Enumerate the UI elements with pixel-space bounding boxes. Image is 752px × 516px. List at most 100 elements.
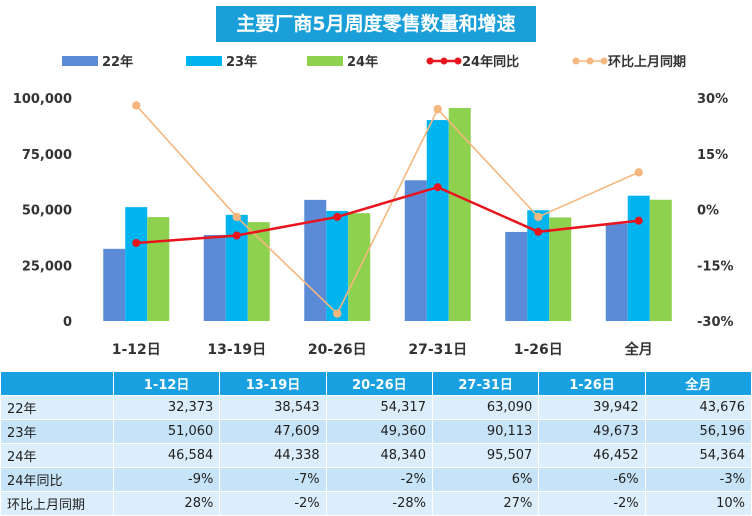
table-cell: -6% — [538, 467, 646, 492]
point-24年同比 — [232, 231, 241, 240]
bar-24年 — [649, 199, 672, 321]
table-row: 24年同比 -9% -7% -2% 6% -6% -3% — [0, 467, 752, 492]
legend-marker-24年同比 — [426, 57, 434, 65]
y-left-tick-label: 75,000 — [22, 148, 72, 163]
y-left-tick-label: 50,000 — [22, 204, 72, 219]
bar-24年 — [147, 217, 170, 321]
y-right-tick-label: 15% — [697, 148, 728, 163]
chart-canvas: 22年 23年 24年 24年同比 环比上月同期 0 25,000 50,000 75,000… — [13, 54, 734, 358]
point-24年同比 — [634, 216, 643, 225]
table-row: 环比上月同期 28% -2% -28% 27% -2% 10% — [0, 491, 752, 516]
table-cell: -7% — [219, 467, 327, 492]
table-header-cell: 27-31日 — [431, 371, 540, 396]
table-cell: -28% — [325, 491, 433, 516]
table-cell: 28% — [112, 491, 221, 516]
table-corner-cell — [0, 371, 114, 396]
legend-marker-环比上月同期 — [586, 57, 594, 65]
table-header-row: 1-12日 13-19日 20-26日 27-31日 1-26日 全月 — [0, 371, 752, 396]
legend-label: 22年 — [102, 54, 133, 70]
y-left-tick-label: 25,000 — [22, 259, 72, 274]
legend: 22年 23年 24年 24年同比 环比上月同期 — [62, 54, 686, 70]
table-cell: 49,360 — [325, 419, 433, 444]
bar-23年 — [426, 120, 449, 322]
table-cell: 6% — [431, 467, 540, 492]
point-环比上月同期 — [333, 309, 342, 318]
table-cell: 54,317 — [325, 395, 433, 420]
table-cell: 10% — [644, 491, 752, 516]
point-环比上月同期 — [534, 212, 543, 222]
legend-marker-24年同比 — [454, 57, 462, 65]
table-cell: 90,113 — [431, 419, 540, 444]
bar-22年 — [505, 231, 528, 321]
table-cell: 46,584 — [112, 443, 221, 468]
table-cell: 49,673 — [538, 419, 646, 444]
x-tick-label: 1-12日 — [112, 342, 161, 358]
bar-23年 — [225, 214, 248, 321]
legend-label: 环比上月同期 — [608, 54, 686, 70]
y-right-tick-label: 0% — [697, 204, 719, 219]
table-cell: 47,609 — [219, 419, 327, 444]
y-left-tick-label: 0 — [63, 315, 72, 330]
bar-24年 — [448, 108, 471, 322]
bar-22年 — [203, 235, 226, 321]
x-tick-label: 20-26日 — [308, 342, 367, 358]
line-24年同比 — [136, 185, 639, 245]
table-cell: -2% — [219, 491, 327, 516]
table-cell: -2% — [325, 467, 433, 492]
table-cell: -3% — [644, 467, 752, 492]
bar-23年 — [627, 195, 650, 321]
data-table: 1-12日 13-19日 20-26日 27-31日 1-26日 全月 22年 32,373… — [0, 371, 752, 516]
table-cell: 44,338 — [219, 443, 327, 468]
table-cell: 38,543 — [219, 395, 327, 420]
point-环比上月同期 — [634, 168, 643, 177]
point-24年同比 — [132, 238, 141, 247]
bar-22年 — [605, 223, 628, 321]
y-right-tick-label: -15% — [697, 259, 734, 274]
table-header-cell: 全月 — [644, 371, 752, 396]
y-axis-left: 0 25,000 50,000 75,000 100,000 — [13, 92, 72, 330]
x-axis-labels: 1-12日 13-19日 20-26日 27-31日 1-26日 全月 — [112, 341, 653, 358]
table-cell: 39,942 — [538, 395, 646, 420]
bar-22年 — [304, 199, 327, 321]
legend-marker-环比上月同期 — [572, 57, 580, 65]
bar-23年 — [527, 210, 550, 321]
legend-swatch-24年 — [307, 56, 343, 66]
table-cell: 48,340 — [325, 443, 433, 468]
table-cell: 63,090 — [431, 395, 540, 420]
table-cell: 27% — [431, 491, 540, 516]
point-24年同比 — [333, 212, 342, 221]
line-环比上月同期 — [135, 104, 640, 315]
table-cell: 43,676 — [644, 395, 752, 420]
x-tick-label: 27-31日 — [408, 342, 467, 358]
table-header-cell: 20-26日 — [325, 371, 433, 396]
y-right-tick-label: 30% — [697, 92, 728, 107]
table-header-cell: 13-19日 — [219, 371, 327, 396]
legend-label: 24年同比 — [462, 54, 519, 70]
table-body: 22年 32,373 38,543 54,317 63,090 39,942 43,676 2… — [0, 395, 752, 516]
table-cell: 54,364 — [644, 443, 752, 468]
point-环比上月同期 — [232, 212, 241, 222]
table-cell: 51,060 — [112, 419, 221, 444]
y-right-tick-label: -30% — [697, 315, 734, 330]
point-24年同比 — [534, 227, 543, 236]
legend-marker-24年同比 — [440, 57, 448, 65]
table-cell: -9% — [112, 467, 221, 492]
x-tick-label: 1-26日 — [514, 342, 563, 358]
legend-label: 23年 — [226, 54, 257, 70]
table-row: 23年 51,060 47,609 49,360 90,113 49,673 56,196 — [0, 419, 752, 444]
point-环比上月同期 — [132, 101, 141, 110]
table-header-cell: 1-26日 — [538, 371, 646, 396]
y-axis-right: -30% -15% 0% 15% 30% — [697, 92, 734, 330]
bars — [103, 108, 672, 322]
bar-23年 — [125, 207, 148, 321]
legend-label: 24年 — [347, 54, 378, 70]
bar-22年 — [404, 180, 427, 321]
point-环比上月同期 — [433, 104, 442, 114]
table-row-label: 22年 — [0, 395, 114, 420]
legend-swatch-22年 — [62, 56, 98, 66]
legend-marker-环比上月同期 — [600, 57, 608, 65]
table-row: 24年 46,584 44,338 48,340 95,507 46,452 54,364 — [0, 443, 752, 468]
lines — [132, 101, 643, 318]
table-header-cell: 1-12日 — [112, 371, 221, 396]
table-row: 22年 32,373 38,543 54,317 63,090 39,942 43,676 — [0, 395, 752, 420]
